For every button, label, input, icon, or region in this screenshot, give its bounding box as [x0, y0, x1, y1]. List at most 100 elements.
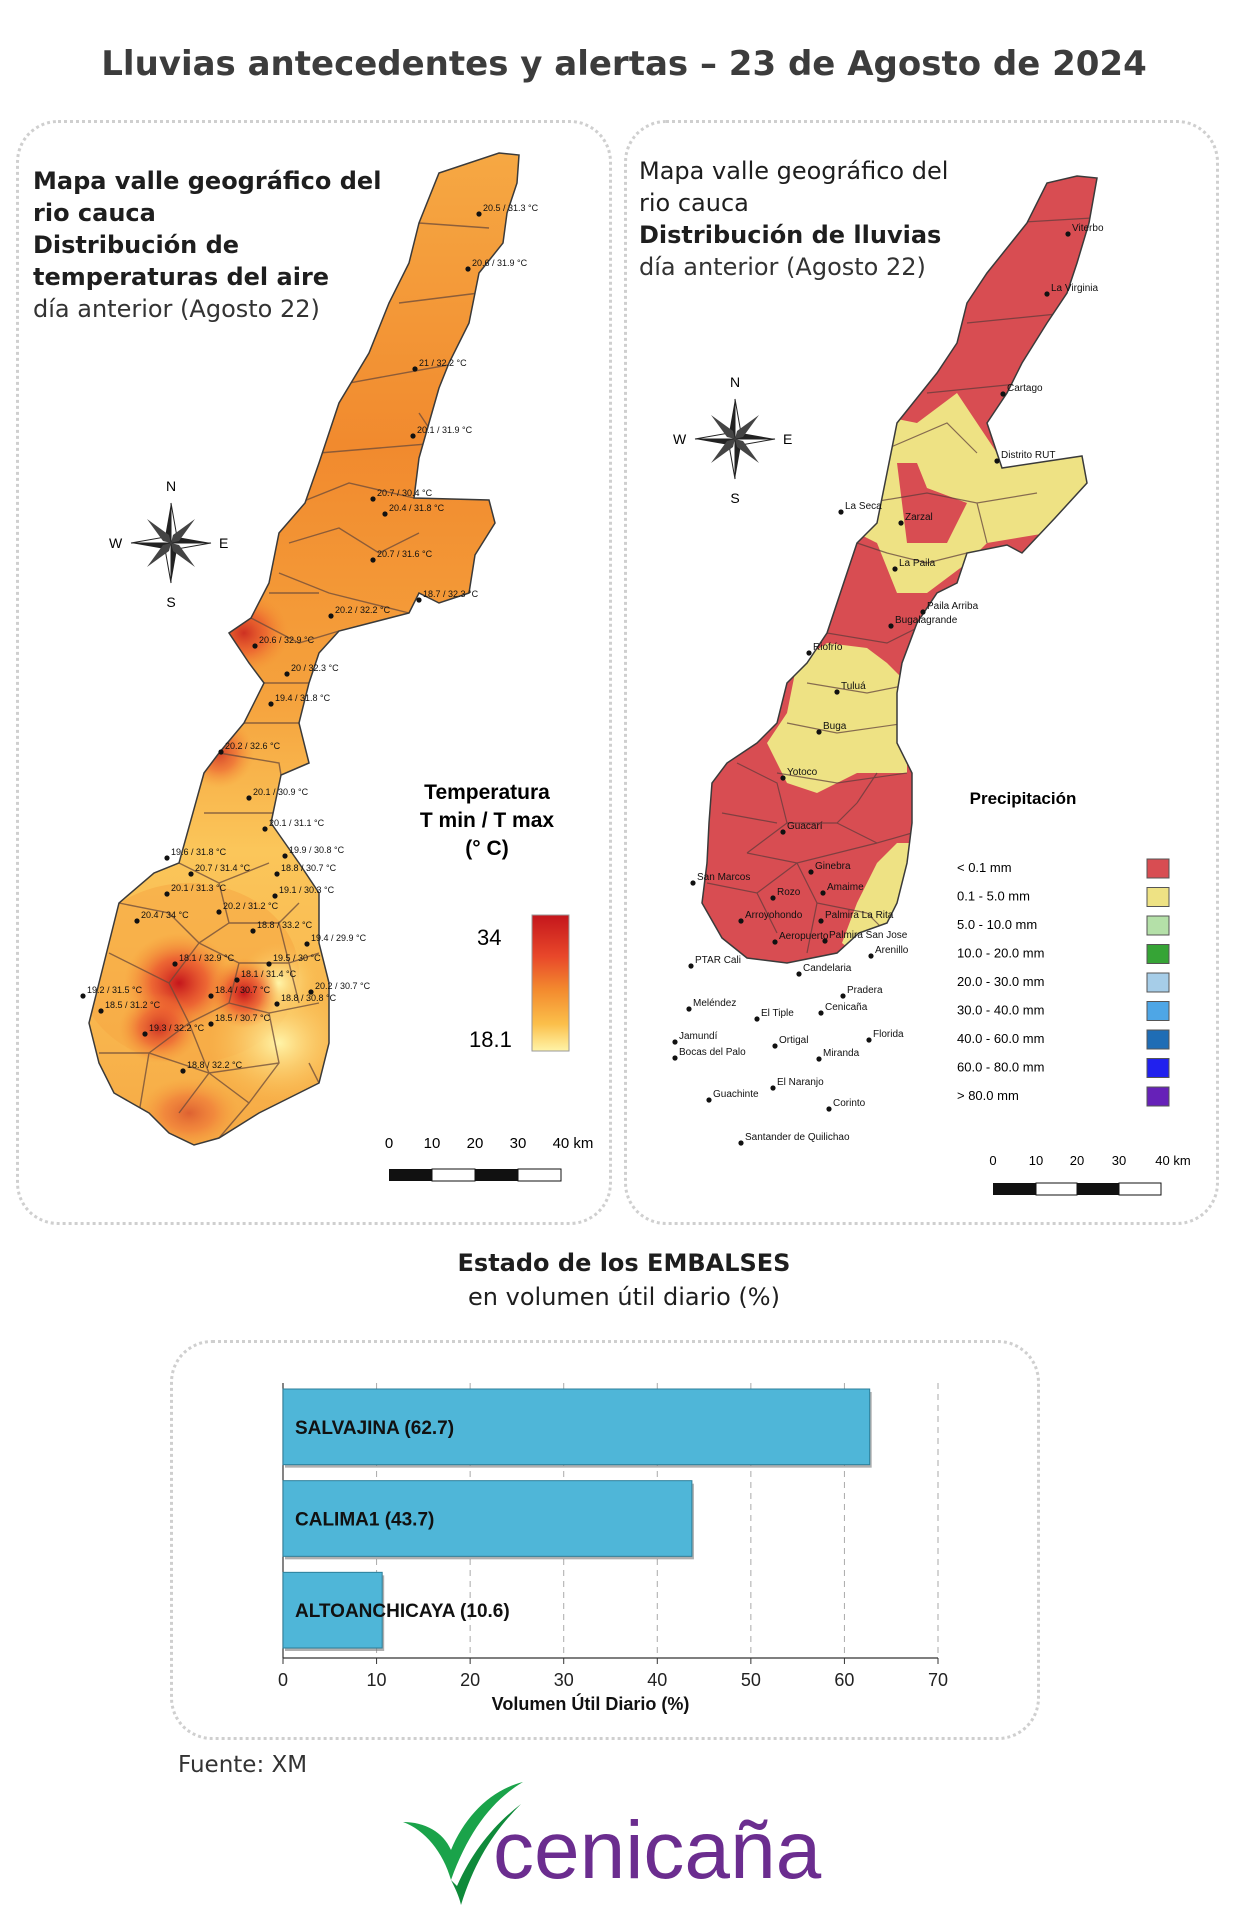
rainfall-map-panel: Mapa valle geográfico del rio cauca Dist…: [624, 120, 1219, 1225]
temperature-scale-bar: 0 10 20 30 40 km: [385, 1135, 594, 1182]
station-label: 19.6 / 31.8 °C: [171, 847, 227, 857]
station-point: [274, 1001, 280, 1007]
place-point: [772, 939, 778, 945]
place-label: Amaime: [827, 882, 864, 893]
source-note: Fuente: XM: [178, 1752, 308, 1778]
reservoirs-title: Estado de los EMBALSES en volumen útil d…: [457, 1249, 791, 1311]
place-label: Aeropuerto: [779, 931, 829, 942]
station-label: 19.1 / 30.3 °C: [279, 885, 335, 895]
rainfall-map-outline: [701, 175, 1098, 964]
legend-swatch: [1146, 915, 1170, 936]
svg-text:E: E: [219, 535, 228, 551]
place-point: [838, 509, 844, 515]
svg-text:N: N: [730, 374, 740, 390]
place-label: Bugalagrande: [895, 615, 958, 626]
place-point: [770, 1085, 776, 1091]
station-point: [208, 993, 214, 999]
svg-text:18.1: 18.1: [469, 1027, 512, 1052]
place-label: Guachinte: [713, 1089, 759, 1100]
place-label: Guacarí: [787, 821, 823, 832]
place-label: Arenillo: [875, 945, 909, 956]
x-tick-label: 30: [554, 1670, 574, 1690]
legend-swatch: [1146, 1086, 1170, 1107]
place-point: [818, 1010, 824, 1016]
station-point: [416, 597, 422, 603]
svg-text:10: 10: [424, 1135, 441, 1152]
svg-text:40 km: 40 km: [553, 1135, 594, 1152]
place-point: [820, 890, 826, 896]
place-point: [738, 918, 744, 924]
station-point: [410, 433, 416, 439]
station-label: 20.6 / 31.9 °C: [472, 258, 528, 268]
place-label: Jamundí: [679, 1031, 718, 1042]
svg-text:S: S: [730, 490, 739, 506]
station-point: [268, 701, 274, 707]
bar: [282, 1388, 871, 1466]
x-tick-label: 40: [647, 1670, 667, 1690]
svg-text:Precipitación: Precipitación: [970, 789, 1077, 808]
svg-text:20: 20: [467, 1135, 484, 1152]
svg-text:0: 0: [989, 1153, 996, 1168]
svg-text:E: E: [783, 431, 792, 447]
station-label: 18.5 / 30.7 °C: [215, 1013, 271, 1023]
place-point: [868, 953, 874, 959]
legend-label: 30.0 - 40.0 mm: [957, 1003, 1044, 1018]
place-label: Candelaria: [803, 963, 852, 974]
temperature-color-ramp: [531, 914, 570, 1052]
legend-swatch: [1146, 858, 1170, 879]
place-label: Pradera: [847, 985, 883, 996]
station-point: [98, 1008, 104, 1014]
station-point: [282, 853, 288, 859]
station-label: 20.1 / 30.9 °C: [253, 787, 309, 797]
x-axis-label: Volumen Útil Diario (%): [492, 1693, 690, 1714]
station-point: [465, 266, 471, 272]
station-point: [218, 749, 224, 755]
place-point: [888, 623, 894, 629]
place-point: [920, 609, 926, 615]
place-label: Zarzal: [905, 512, 933, 523]
place-label: Florida: [873, 1029, 904, 1040]
x-tick-label: 70: [928, 1670, 948, 1690]
station-point: [180, 1068, 186, 1074]
station-point: [370, 496, 376, 502]
place-label: Ginebra: [815, 861, 851, 872]
place-label: Buga: [823, 721, 847, 732]
station-label: 18.4 / 30.7 °C: [215, 985, 271, 995]
svg-text:S: S: [166, 594, 175, 610]
station-label: 20.4 / 31.8 °C: [389, 503, 445, 513]
station-label: 20.2 / 32.6 °C: [225, 741, 281, 751]
station-label: 20.4 / 34 °C: [141, 910, 189, 920]
station-point: [250, 928, 256, 934]
temperature-map-panel: Mapa valle geográfico del rio cauca Dist…: [16, 120, 612, 1225]
reservoirs-chart-panel: 0 10 20 30 40 50 60 70 SALVAJINA (62.7) CALIMA1 (…: [170, 1340, 1040, 1740]
leaf-logo-icon: [403, 1782, 523, 1880]
station-label: 20.7 / 31.4 °C: [195, 863, 251, 873]
place-label: Arroyohondo: [745, 910, 803, 921]
place-label: La Paila: [899, 558, 936, 569]
legend-label: 60.0 - 80.0 mm: [957, 1060, 1044, 1075]
legend-label: 10.0 - 20.0 mm: [957, 946, 1044, 961]
x-tick-label: 50: [741, 1670, 761, 1690]
place-point: [672, 1055, 678, 1061]
station-point: [142, 1031, 148, 1037]
svg-text:W: W: [673, 431, 687, 447]
place-point: [840, 993, 846, 999]
station-point: [80, 993, 86, 999]
svg-text:10: 10: [1029, 1153, 1043, 1168]
station-label: 20.2 / 31.2 °C: [223, 901, 279, 911]
legend-label: 0.1 - 5.0 mm: [957, 889, 1030, 904]
station-point: [208, 1021, 214, 1027]
x-tick-label: 60: [834, 1670, 854, 1690]
legend-swatch: [1146, 972, 1170, 993]
station-label: 18.1 / 31.4 °C: [241, 969, 297, 979]
place-point: [780, 775, 786, 781]
bar-label: ALTOANCHICAYA (10.6): [295, 1601, 510, 1622]
place-point: [770, 895, 776, 901]
temperature-map-outline: [88, 152, 520, 1146]
station-point: [308, 989, 314, 995]
station-label: 18.8 / 33.2 °C: [257, 920, 313, 930]
bar-label: SALVAJINA (62.7): [295, 1418, 454, 1439]
place-label: La Virginia: [1051, 283, 1099, 294]
x-tick-label: 10: [367, 1670, 387, 1690]
station-label: 19.9 / 30.8 °C: [289, 845, 345, 855]
